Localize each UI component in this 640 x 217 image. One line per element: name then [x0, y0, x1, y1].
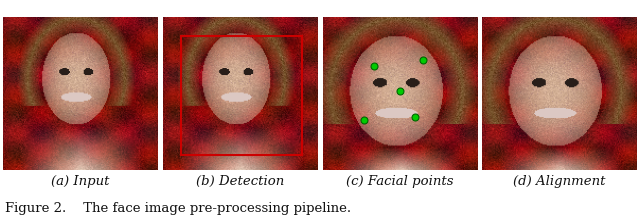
- Text: (d) Alignment: (d) Alignment: [513, 175, 606, 188]
- Text: Figure 2.    The face image pre-processing pipeline.: Figure 2. The face image pre-processing …: [5, 202, 351, 215]
- Text: (c) Facial points: (c) Facial points: [346, 175, 454, 188]
- Bar: [181, 36, 302, 155]
- Text: (a) Input: (a) Input: [51, 175, 109, 188]
- Text: (b) Detection: (b) Detection: [196, 175, 284, 188]
